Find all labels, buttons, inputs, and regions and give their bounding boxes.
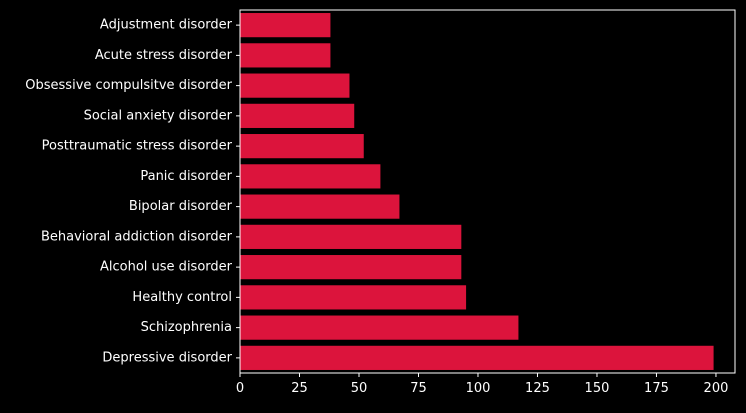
bar: [240, 73, 350, 98]
x-tick-label: 125: [525, 381, 550, 396]
y-tick-label: Social anxiety disorder: [84, 108, 233, 123]
x-tick-label: 150: [585, 381, 610, 396]
bar: [240, 315, 519, 340]
y-tick-label: Posttraumatic stress disorder: [42, 139, 233, 154]
x-tick-label: 175: [644, 381, 669, 396]
bar: [240, 345, 714, 370]
y-axis-ticks: Depressive disorder Schizophrenia Healthy …: [25, 18, 240, 365]
bar: [240, 194, 400, 219]
plot-background: [240, 10, 735, 373]
y-tick-label: Healthy control: [132, 290, 232, 305]
y-tick-label: Adjustment disorder: [100, 18, 233, 33]
x-axis-ticks: 0 25 50 75 100 125 150 175 200: [236, 373, 729, 396]
y-tick-label: Panic disorder: [140, 169, 232, 184]
bar: [240, 255, 462, 280]
y-tick-label: Behavioral addiction disorder: [41, 229, 233, 244]
x-tick-label: 25: [291, 381, 308, 396]
y-tick-label: Acute stress disorder: [95, 48, 233, 63]
y-tick-label: Bipolar disorder: [129, 199, 233, 214]
bar: [240, 285, 467, 310]
bar: [240, 224, 462, 249]
y-tick-label: Depressive disorder: [102, 350, 232, 365]
x-tick-label: 75: [410, 381, 427, 396]
x-tick-label: 50: [351, 381, 368, 396]
bar: [240, 103, 355, 128]
x-tick-label: 0: [236, 381, 244, 396]
plot-frame: [239, 9, 736, 374]
bar: [240, 164, 381, 189]
bar: [240, 43, 331, 68]
bars-group: [240, 13, 714, 370]
y-tick-label: Obsessive compulsitve disorder: [25, 78, 232, 93]
x-tick-label: 200: [704, 381, 729, 396]
y-tick-label: Alcohol use disorder: [100, 260, 233, 275]
bar: [240, 134, 364, 159]
y-tick-label: Schizophrenia: [141, 320, 232, 335]
x-tick-label: 100: [466, 381, 491, 396]
bar: [240, 13, 331, 38]
